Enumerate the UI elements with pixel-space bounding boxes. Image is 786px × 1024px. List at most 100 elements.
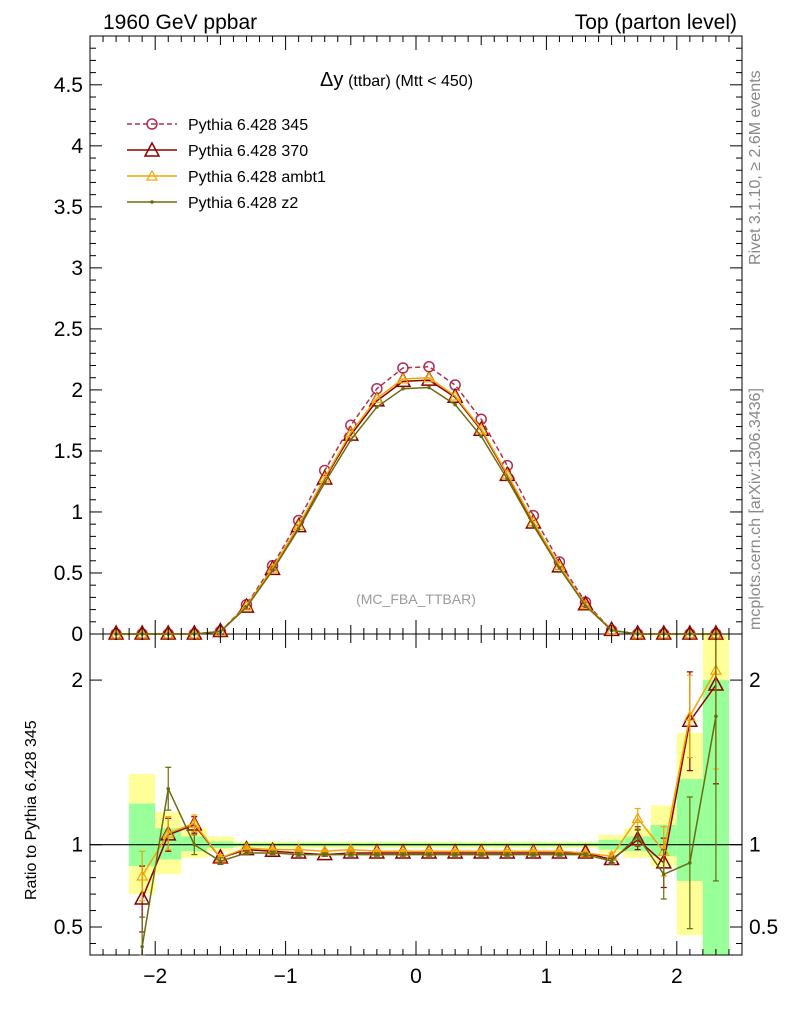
ratio-point-ambt1 [683, 710, 696, 721]
legend-item-ambt1: Pythia 6.428 ambt1 [127, 169, 326, 186]
legend-marker-p345 [146, 118, 158, 130]
ratio-point-z2 [583, 852, 588, 857]
y-tick-label-main: 4 [71, 135, 83, 158]
ratio-point-z2 [192, 842, 197, 847]
ratio-point-z2 [296, 852, 301, 857]
legend-label-p370: Pythia 6.428 370 [188, 143, 308, 160]
data-point-z2 [557, 566, 562, 570]
ratio-point-z2 [714, 714, 718, 719]
ratio-point-ambt1 [188, 817, 201, 828]
data-point-z2 [453, 402, 457, 407]
x-tick-label: −1 [274, 965, 298, 988]
plot-title: Δy (ttbar) (Mtt < 450) [320, 69, 473, 91]
data-point-z2 [270, 568, 275, 573]
plot-title-main: Δy [320, 69, 343, 91]
data-point-p370 [238, 597, 255, 613]
x-tick-label: 0 [410, 965, 422, 988]
data-point-ambt1 [240, 599, 253, 611]
data-point-ambt1 [370, 392, 383, 404]
y-tick-label-main: 0 [71, 623, 83, 646]
ratio-point-z2 [661, 872, 666, 877]
data-point-p370 [264, 559, 281, 576]
legend-item-z2: Pythia 6.428 z2 [127, 195, 298, 212]
ratio-point-p370 [133, 889, 151, 905]
data-point-z2 [375, 405, 379, 409]
y-tick-label-ratio-right: 2 [749, 669, 761, 692]
y-tick-label-ratio: 0.5 [54, 916, 83, 939]
series-line-z2 [116, 386, 716, 635]
plot-title-sub: (ttbar) (Mtt < 450) [348, 73, 473, 90]
ratio-point-z2 [557, 852, 562, 857]
y-tick-label-main: 2 [71, 379, 83, 402]
ratio-ylabel: Ratio to Pythia 6.428 345 [23, 720, 40, 900]
x-tick-label: 1 [541, 965, 553, 988]
data-point-p370 [525, 513, 542, 529]
data-point-ambt1 [423, 371, 436, 383]
data-point-z2 [505, 477, 510, 481]
data-point-z2 [583, 604, 588, 608]
legend-item-p345: Pythia 6.428 345 [127, 117, 308, 134]
data-point-p370 [446, 387, 464, 403]
data-point-z2 [427, 385, 431, 390]
data-point-ambt1 [396, 372, 409, 384]
ratio-point-p370 [577, 843, 594, 859]
ratio-point-z2 [635, 834, 640, 839]
ratio-point-z2 [218, 859, 223, 863]
y-tick-label-main: 1 [71, 501, 83, 524]
ratio-point-z2 [401, 852, 405, 857]
series-layer [107, 360, 725, 956]
ratio-point-z2 [453, 852, 457, 857]
data-point-ambt1 [449, 389, 462, 401]
ratio-point-z2 [322, 852, 327, 857]
legend: Pythia 6.428 345 Pythia 6.428 370 Pythia… [127, 117, 326, 212]
data-point-ambt1 [579, 598, 592, 610]
y-tick-label-main: 3 [71, 257, 83, 280]
y-tick-label-main: 3.5 [54, 196, 83, 219]
ratio-point-z2 [270, 851, 275, 855]
legend-label-z2: Pythia 6.428 z2 [188, 195, 298, 212]
rivet-version-label: Rivet 3.1.10, ≥ 2.6M events [747, 70, 764, 265]
tick-marks: 0 0.5 1 1.5 2 2.5 3 3.5 4 4.5 −2 −1 0 1 2 0.5 0.5 1 1 2 2 [54, 36, 778, 988]
data-point-z2 [244, 605, 249, 609]
data-point-z2 [322, 480, 327, 485]
ratio-point-z2 [505, 852, 510, 857]
legend-marker-p370 [143, 141, 161, 157]
ratio-panel-frame [89, 633, 743, 956]
y-tick-label-main: 1.5 [54, 440, 83, 463]
x-tick-label: 2 [671, 965, 683, 988]
legend-marker-ambt1 [145, 169, 159, 181]
y-tick-label-ratio-right: 0.5 [749, 916, 778, 939]
legend-marker-z2 [150, 200, 154, 204]
header-left: 1960 GeV ppbar [103, 11, 257, 34]
y-tick-label-ratio-right: 1 [749, 834, 761, 857]
uncertainty-bands [129, 634, 729, 955]
y-tick-label-main: 2.5 [54, 318, 83, 341]
ratio-line-p370 [141, 684, 717, 900]
data-point-p370 [290, 517, 307, 533]
data-point-z2 [479, 434, 484, 439]
ratio-point-ambt1 [136, 869, 149, 881]
y-tick-label-ratio: 1 [71, 834, 83, 857]
data-point-z2 [349, 438, 353, 442]
ratio-point-z2 [479, 852, 484, 857]
legend-item-p370: Pythia 6.428 370 [127, 141, 308, 160]
legend-label-ambt1: Pythia 6.428 ambt1 [188, 169, 326, 186]
y-tick-label-ratio: 2 [71, 669, 83, 692]
mcplots-label: mcplots.cern.ch [arXiv:1306.3436] [747, 388, 764, 630]
ratio-point-z2 [166, 786, 171, 791]
ratio-point-ambt1 [631, 812, 644, 823]
data-point-p370 [551, 557, 568, 573]
analysis-name: (MC_FBA_TTBAR) [356, 591, 476, 607]
data-point-ambt1 [475, 422, 488, 434]
ratio-point-ambt1 [162, 826, 175, 838]
y-tick-label-main: 4.5 [54, 74, 83, 97]
y-tick-label-main: 0.5 [54, 562, 83, 585]
header-right: Top (parton level) [575, 11, 737, 34]
ratio-point-z2 [244, 851, 249, 855]
data-point-p370 [577, 595, 594, 611]
ratio-point-z2 [140, 944, 144, 949]
ratio-point-z2 [427, 852, 431, 857]
ratio-point-z2 [609, 859, 614, 863]
x-tick-label: −2 [143, 965, 167, 988]
